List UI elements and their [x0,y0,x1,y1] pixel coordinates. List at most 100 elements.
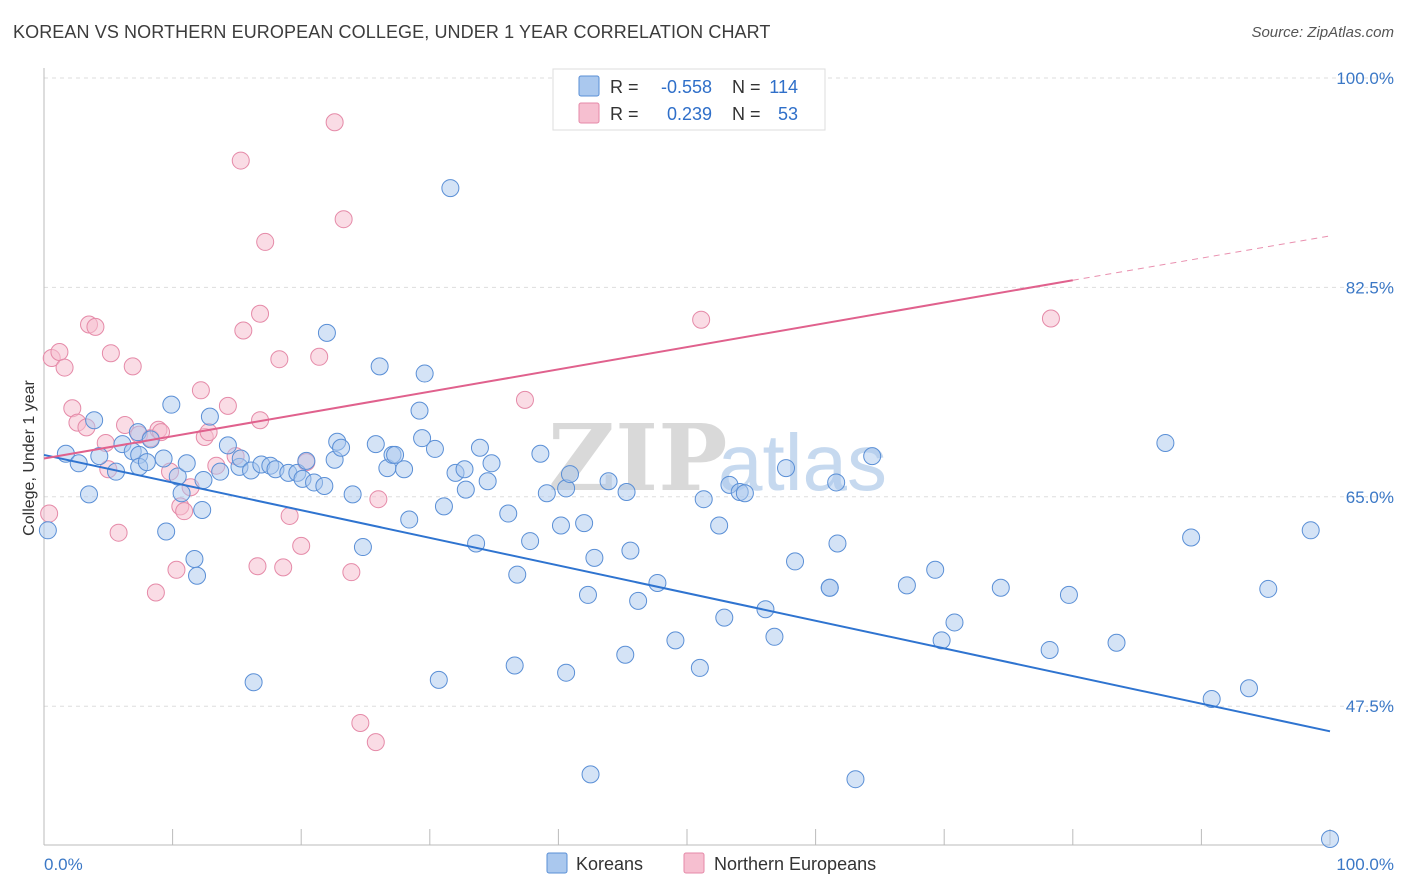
data-point-koreans [505,656,524,675]
legend-n-value-northern-europeans: 53 [778,104,798,124]
bottom-legend-label-koreans: Koreans [576,854,643,874]
legend-r-value-koreans: -0.558 [661,77,712,97]
data-point-koreans [578,585,597,604]
data-point-koreans [616,645,635,664]
data-point-koreans [482,454,501,473]
data-point-koreans [1040,640,1059,659]
data-point-koreans [200,407,219,426]
x-ticks [172,829,1331,845]
data-point-koreans [172,484,191,503]
data-point-koreans [521,532,540,551]
data-point-koreans [599,472,618,491]
data-point-koreans [231,449,250,468]
data-point-koreans [777,459,796,478]
data-point-koreans [581,765,600,784]
data-point-koreans [1301,521,1320,540]
x-tick-label-max: 100.0% [1336,855,1394,874]
data-point-koreans [629,591,648,610]
data-point-koreans [1107,633,1126,652]
data-point-koreans [926,560,945,579]
data-point-koreans [162,395,181,414]
data-point-koreans [765,627,784,646]
data-point-koreans [694,490,713,509]
data-point-northern-europeans [86,317,105,336]
data-point-northern-europeans [369,490,388,509]
data-point-northern-europeans [325,113,344,132]
data-point-koreans [478,472,497,491]
data-point-koreans [551,516,570,535]
data-point-koreans [429,670,448,689]
data-point-koreans [455,460,474,479]
data-point-northern-europeans [248,557,267,576]
data-point-koreans [1182,528,1201,547]
data-point-koreans [1202,690,1221,709]
data-point-koreans [710,516,729,535]
data-point-koreans [425,439,444,458]
data-point-northern-europeans [256,232,275,251]
data-point-northern-europeans [234,321,253,340]
legend-r-label-koreans: R = [610,77,639,97]
data-point-koreans [617,483,636,502]
data-point-koreans [154,449,173,468]
data-point-northern-europeans [292,536,311,555]
trend-line-koreans [43,453,1331,733]
data-point-koreans [441,179,460,198]
data-point-northern-europeans [274,558,293,577]
data-point-koreans [297,451,316,470]
data-point-northern-europeans [191,381,210,400]
trend-lines [43,235,1331,733]
data-point-koreans [137,453,156,472]
data-point-koreans [400,510,419,529]
data-point-northern-europeans [515,390,534,409]
data-point-koreans [621,541,640,560]
data-point-koreans [735,484,754,503]
data-point-koreans [863,447,882,466]
data-point-koreans [413,429,432,448]
data-point-koreans [370,357,389,376]
data-point-koreans [499,504,518,523]
data-point-koreans [211,462,230,481]
data-point-koreans [80,485,99,504]
data-point-koreans [820,578,839,597]
y-tick-label: 100.0% [1336,69,1394,88]
data-point-koreans [470,438,489,457]
chart-title: KOREAN VS NORTHERN EUROPEAN COLLEGE, UND… [13,22,771,42]
data-point-koreans [1156,433,1175,452]
data-point-koreans [317,323,336,342]
data-point-koreans [456,480,475,499]
legend-n-value-koreans: 114 [769,77,798,97]
data-point-koreans [508,565,527,584]
data-point-koreans [531,444,550,463]
data-point-koreans [218,436,237,455]
legend: R = -0.558 N = 114 R = 0.239 N = 53 [552,68,826,131]
data-point-northern-europeans [692,310,711,329]
data-point-northern-europeans [351,713,370,732]
data-point-koreans [38,521,57,540]
data-point-koreans [828,534,847,553]
data-point-northern-europeans [109,523,128,542]
data-point-koreans [715,608,734,627]
legend-swatch-northern-europeans [578,102,600,124]
koreans-series [38,179,1339,849]
data-point-northern-europeans [310,347,329,366]
data-point-koreans [786,552,805,571]
data-point-northern-europeans [1041,309,1060,328]
data-point-koreans [177,454,196,473]
data-point-koreans [157,522,176,541]
data-point-northern-europeans [231,151,250,170]
data-point-northern-europeans [123,357,142,376]
legend-r-label-northern-europeans: R = [610,104,639,124]
data-point-koreans [846,770,865,789]
data-point-koreans [85,411,104,430]
data-point-northern-europeans [146,583,165,602]
data-point-koreans [194,471,213,490]
data-point-koreans [560,465,579,484]
trend-line-northern-europeans [43,279,1073,460]
legend-n-label-koreans: N = [732,77,761,97]
data-point-koreans [315,477,334,496]
data-point-northern-europeans [50,343,69,362]
data-point-koreans [1239,679,1258,698]
y-axis-label: College, Under 1 year [21,380,38,536]
data-point-koreans [332,438,351,457]
